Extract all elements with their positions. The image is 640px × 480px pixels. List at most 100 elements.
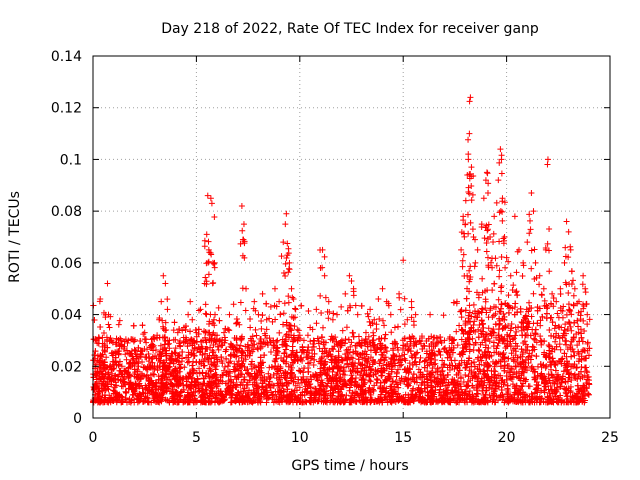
data-point <box>125 365 132 372</box>
data-point <box>97 324 104 331</box>
data-point <box>449 337 456 344</box>
data-point <box>549 355 556 362</box>
data-point <box>339 357 346 364</box>
data-point <box>186 358 193 365</box>
data-point <box>122 388 129 395</box>
data-point <box>394 323 401 330</box>
data-point <box>394 366 401 373</box>
data-point <box>170 327 177 334</box>
data-point <box>455 391 462 398</box>
data-point <box>562 378 569 385</box>
data-point <box>268 364 275 371</box>
data-point <box>498 387 505 394</box>
data-point <box>259 312 266 319</box>
data-point <box>365 333 372 340</box>
data-point <box>529 363 536 370</box>
data-point <box>205 373 212 380</box>
data-point <box>296 384 303 391</box>
data-point <box>559 314 566 321</box>
data-point <box>143 339 150 346</box>
data-point <box>139 322 146 329</box>
data-point <box>397 380 404 387</box>
data-point <box>157 342 164 349</box>
data-point <box>554 310 561 317</box>
data-point <box>439 367 446 374</box>
data-point <box>570 292 577 299</box>
data-point <box>125 337 132 344</box>
data-point <box>123 356 130 363</box>
data-point <box>361 350 368 357</box>
data-point <box>263 300 270 307</box>
data-point <box>91 317 98 324</box>
data-point <box>310 362 317 369</box>
data-point <box>568 311 575 318</box>
data-point <box>581 328 588 335</box>
data-point <box>350 348 357 355</box>
data-point <box>543 310 550 317</box>
data-point <box>544 303 551 310</box>
data-point <box>550 358 557 365</box>
data-point <box>574 342 581 349</box>
data-point <box>162 337 169 344</box>
data-point <box>463 364 470 371</box>
data-point <box>189 362 196 369</box>
data-point <box>187 328 194 335</box>
data-point <box>508 325 515 332</box>
data-point <box>298 302 305 309</box>
data-point <box>193 359 200 366</box>
data-point <box>226 327 233 334</box>
data-point <box>476 348 483 355</box>
data-point <box>350 333 357 340</box>
data-point <box>145 351 152 358</box>
data-point <box>512 348 519 355</box>
data-point <box>479 387 486 394</box>
data-point <box>305 368 312 375</box>
data-point <box>237 342 244 349</box>
data-point <box>505 309 512 316</box>
data-point <box>196 365 203 372</box>
data-point <box>424 368 431 375</box>
data-point <box>548 371 555 378</box>
data-point <box>115 321 122 328</box>
data-point <box>546 390 553 397</box>
data-point <box>484 397 491 404</box>
data-point <box>305 308 312 315</box>
data-point <box>199 369 206 376</box>
data-point <box>491 280 498 287</box>
data-point <box>348 372 355 379</box>
data-point <box>271 357 278 364</box>
data-point <box>406 334 413 341</box>
data-point <box>557 346 564 353</box>
data-point <box>531 335 538 342</box>
data-point <box>440 312 447 319</box>
data-point <box>584 369 591 376</box>
data-point <box>585 391 592 398</box>
data-point <box>116 317 123 324</box>
data-point <box>584 340 591 347</box>
data-point <box>215 346 222 353</box>
data-point <box>395 384 402 391</box>
data-point <box>451 366 458 373</box>
data-point <box>308 355 315 362</box>
chart-title: Day 218 of 2022, Rate Of TEC Index for r… <box>161 21 539 37</box>
data-point <box>263 326 270 333</box>
data-point <box>152 346 159 353</box>
data-point <box>310 340 317 347</box>
data-point <box>355 333 362 340</box>
data-point <box>221 363 228 370</box>
data-point <box>247 316 254 323</box>
data-point <box>489 313 496 320</box>
data-point <box>485 325 492 332</box>
data-point <box>382 331 389 338</box>
data-point <box>495 332 502 339</box>
data-point <box>501 362 508 369</box>
data-point <box>512 340 519 347</box>
data-point <box>330 310 337 317</box>
data-point <box>532 336 539 343</box>
data-point <box>513 328 520 335</box>
data-point <box>557 291 564 298</box>
data-point <box>295 327 302 334</box>
data-point <box>192 327 199 334</box>
data-point <box>476 321 483 328</box>
data-point <box>328 384 335 391</box>
